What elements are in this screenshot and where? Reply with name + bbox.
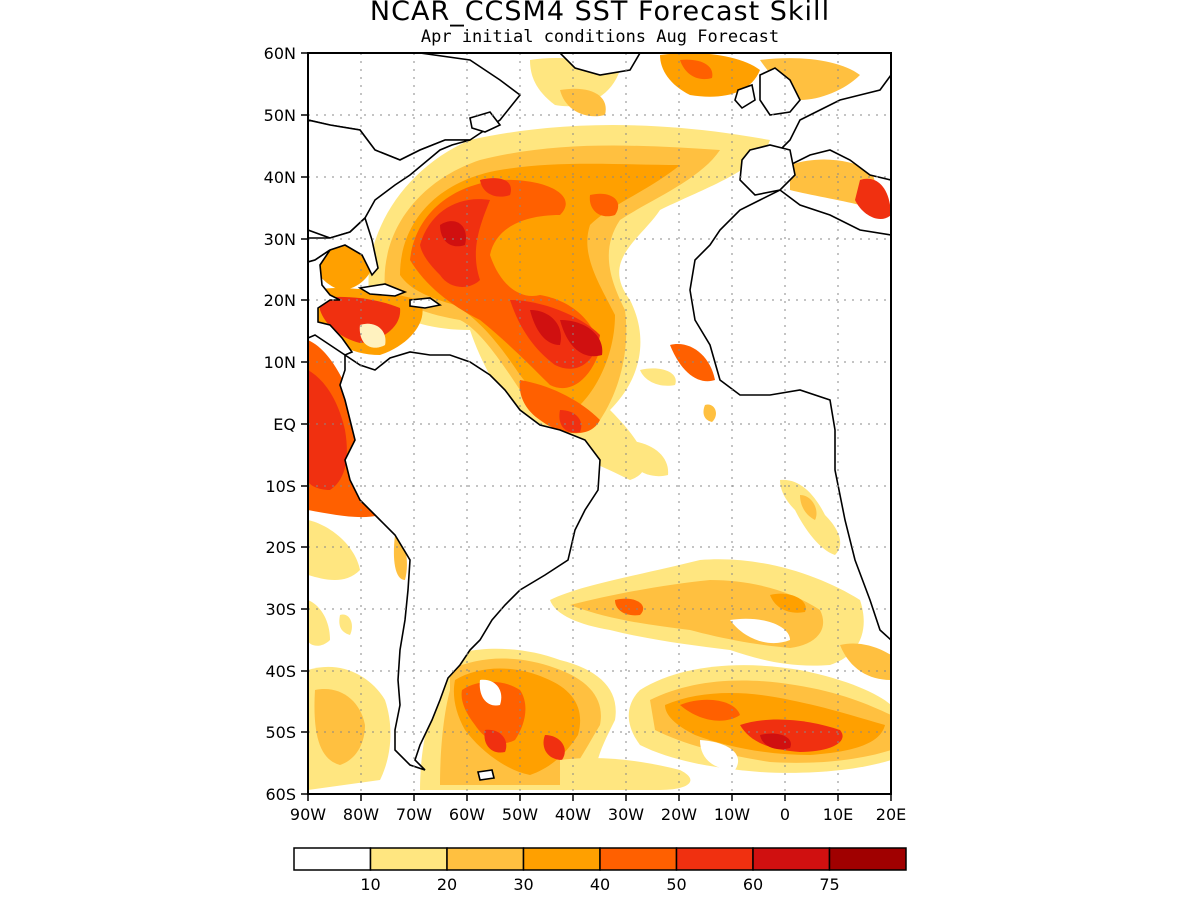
colorbar-label: 75	[819, 875, 839, 894]
lat-label: 60S	[265, 785, 296, 804]
lat-label: 50S	[265, 723, 296, 742]
coastlines	[308, 53, 891, 781]
lat-label: EQ	[273, 415, 296, 434]
iberia	[739, 144, 796, 196]
longitude-labels: 90W 80W 70W 60W 50W 40W 30W 20W 10W 0 10…	[290, 805, 906, 824]
lat-label: 50N	[264, 106, 296, 125]
lon-label: 10E	[823, 805, 853, 824]
lat-label: 20S	[265, 538, 296, 557]
lon-label: 20W	[661, 805, 697, 824]
colorbar-swatch	[675, 847, 754, 871]
lat-label: 60N	[264, 44, 296, 63]
lat-label: 10S	[265, 477, 296, 496]
latitude-labels: 60N 50N 40N 30N 20N 10N EQ 10S 20S 30S 4…	[264, 44, 296, 804]
colorbar-swatch	[446, 847, 525, 871]
colorbar-swatch	[369, 847, 448, 871]
colorbar-swatch	[828, 847, 907, 871]
greenland	[558, 53, 641, 76]
lat-label: 40N	[264, 168, 296, 187]
colorbar-label: 50	[666, 875, 686, 894]
newfoundland	[469, 111, 502, 133]
skill-shading	[308, 53, 891, 790]
lat-label: 10N	[264, 353, 296, 372]
colorbar-swatch	[293, 847, 372, 871]
map-subtitle: Apr initial conditions Aug Forecast	[420, 27, 780, 47]
hispaniola	[409, 297, 442, 309]
ireland	[734, 83, 756, 110]
lon-label: 0	[780, 805, 790, 824]
lon-label: 20E	[876, 805, 906, 824]
colorbar-swatch	[522, 847, 601, 871]
falklands	[477, 769, 495, 781]
great-britain	[759, 67, 801, 116]
skill-region-south-atlantic	[550, 559, 891, 680]
central-america	[308, 249, 354, 356]
colorbar	[293, 847, 907, 871]
colorbar-label: 10	[360, 875, 380, 894]
skill-region-southern-ocean	[308, 600, 891, 790]
colorbar-labels: 10 20 30 40 50 60 75	[360, 875, 839, 894]
lon-label: 60W	[449, 805, 485, 824]
lon-label: 50W	[502, 805, 538, 824]
lon-label: 90W	[290, 805, 326, 824]
lat-label: 20N	[264, 291, 296, 310]
colorbar-label: 30	[513, 875, 533, 894]
map-title: NCAR_CCSM4 SST Forecast Skill	[369, 0, 831, 27]
lon-label: 40W	[555, 805, 591, 824]
graticule	[308, 53, 891, 794]
lon-label: 80W	[343, 805, 379, 824]
colorbar-label: 40	[590, 875, 610, 894]
colorbar-swatch	[599, 847, 678, 871]
colorbar-label: 20	[437, 875, 457, 894]
lon-label: 30W	[608, 805, 644, 824]
lon-label: 10W	[714, 805, 750, 824]
axis-ticks	[301, 52, 892, 801]
lat-label: 30S	[265, 600, 296, 619]
colorbar-swatch	[752, 847, 831, 871]
colorbar-label: 60	[743, 875, 763, 894]
lat-label: 30N	[264, 230, 296, 249]
lon-label: 70W	[396, 805, 432, 824]
skill-region-tropical-east	[620, 344, 841, 555]
lat-label: 40S	[265, 662, 296, 681]
africa	[689, 189, 891, 642]
cuba	[357, 283, 408, 297]
skill-region-north-atlantic	[368, 125, 770, 480]
